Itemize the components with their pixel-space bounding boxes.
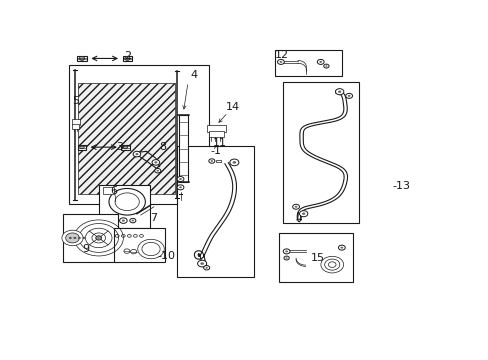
Circle shape: [208, 159, 214, 163]
Circle shape: [340, 247, 343, 249]
Circle shape: [133, 151, 141, 157]
Text: 7: 7: [150, 213, 157, 222]
Bar: [78, 84, 175, 194]
Bar: [77, 56, 87, 61]
Circle shape: [323, 64, 328, 68]
Bar: [279, 233, 352, 282]
Circle shape: [347, 95, 350, 97]
Circle shape: [229, 159, 239, 166]
Circle shape: [82, 237, 85, 239]
Text: 12: 12: [275, 50, 289, 60]
Circle shape: [79, 57, 84, 60]
Circle shape: [284, 256, 289, 260]
Circle shape: [179, 186, 182, 188]
Circle shape: [69, 237, 72, 239]
Circle shape: [154, 161, 157, 163]
Circle shape: [131, 220, 134, 221]
Text: 15: 15: [311, 253, 325, 263]
Circle shape: [96, 236, 102, 240]
Circle shape: [285, 257, 287, 259]
Bar: [68, 66, 208, 204]
Circle shape: [335, 89, 343, 95]
Circle shape: [179, 178, 182, 180]
Circle shape: [62, 230, 83, 246]
Bar: [282, 82, 358, 223]
Circle shape: [292, 204, 299, 209]
Circle shape: [277, 59, 284, 64]
Text: 11: 11: [212, 138, 226, 148]
Circle shape: [122, 220, 124, 222]
Bar: [102, 187, 114, 194]
Circle shape: [200, 262, 203, 265]
Text: 5: 5: [72, 96, 80, 106]
Circle shape: [156, 170, 159, 172]
Text: -1: -1: [210, 146, 222, 156]
Text: 6: 6: [110, 186, 117, 196]
Circle shape: [152, 159, 159, 165]
Circle shape: [203, 266, 209, 270]
Circle shape: [299, 211, 307, 217]
Circle shape: [142, 242, 160, 256]
Circle shape: [302, 212, 305, 215]
Circle shape: [129, 219, 136, 223]
Circle shape: [285, 250, 287, 252]
Circle shape: [283, 249, 289, 254]
Circle shape: [345, 93, 352, 98]
Text: 2: 2: [123, 51, 131, 61]
Circle shape: [325, 65, 327, 67]
Circle shape: [65, 233, 79, 243]
Circle shape: [337, 90, 341, 93]
Circle shape: [197, 260, 206, 267]
Bar: [78, 145, 86, 149]
Circle shape: [319, 61, 322, 63]
Text: -10: -10: [158, 251, 175, 261]
Text: 3: 3: [116, 142, 123, 152]
Circle shape: [177, 176, 183, 181]
Bar: [72, 120, 80, 125]
Circle shape: [73, 237, 76, 239]
Circle shape: [80, 145, 84, 149]
Text: 14: 14: [225, 102, 240, 112]
Bar: [99, 185, 150, 228]
Text: 9: 9: [82, 244, 89, 255]
Circle shape: [78, 237, 81, 239]
Bar: [215, 159, 220, 162]
Text: 4: 4: [189, 70, 197, 80]
Bar: [178, 115, 188, 182]
Circle shape: [317, 59, 324, 64]
Text: -13: -13: [392, 181, 410, 191]
Circle shape: [154, 168, 161, 173]
Bar: [72, 125, 79, 129]
Bar: [114, 228, 165, 262]
Bar: [122, 56, 132, 61]
Bar: [63, 214, 118, 262]
Circle shape: [124, 57, 130, 60]
Bar: [176, 146, 254, 278]
Circle shape: [138, 239, 164, 259]
Circle shape: [177, 185, 183, 190]
Circle shape: [210, 160, 213, 162]
Circle shape: [338, 245, 345, 250]
Circle shape: [123, 145, 127, 149]
Bar: [275, 50, 341, 76]
Circle shape: [279, 61, 282, 63]
Circle shape: [120, 218, 127, 223]
Circle shape: [232, 161, 236, 164]
Bar: [121, 145, 129, 149]
Circle shape: [294, 206, 297, 208]
Bar: [208, 131, 224, 138]
Circle shape: [205, 267, 207, 269]
Circle shape: [135, 153, 138, 155]
Bar: [206, 125, 225, 132]
Text: 8: 8: [159, 142, 166, 152]
